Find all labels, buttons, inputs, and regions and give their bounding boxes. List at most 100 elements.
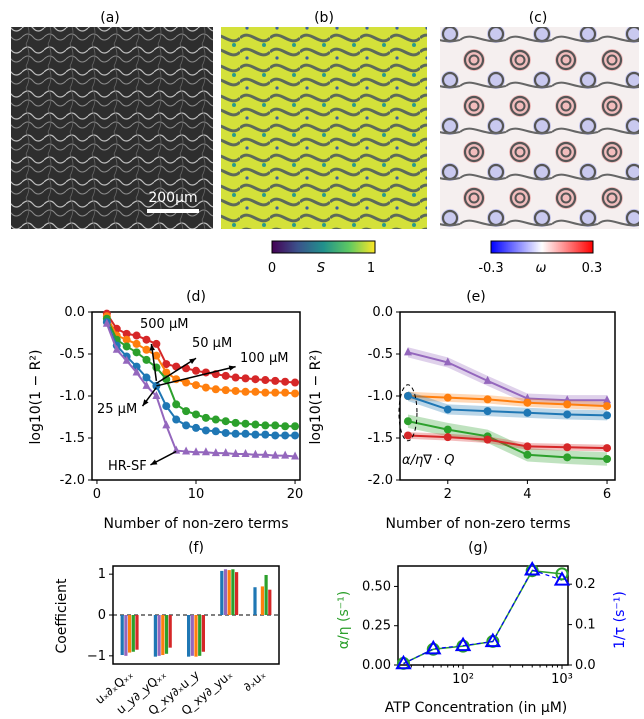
- panel-d-point-green: [211, 415, 220, 424]
- panel-d-point-red: [281, 377, 290, 386]
- panel-e-point-blue: [603, 411, 612, 420]
- panel-f-ytick-label: 0: [98, 608, 106, 623]
- panel-f-bar: [187, 615, 191, 657]
- panel-g-ytick-left-label: 0.00: [362, 658, 391, 673]
- panel-d-point-blue: [241, 429, 250, 438]
- panel-e-point-red: [443, 433, 452, 442]
- panel-g-ytick-left-label: 0.25: [362, 619, 391, 634]
- panel-e-point-purple: [403, 347, 412, 356]
- panel-d-point-green: [221, 417, 230, 426]
- panel-d-ytick-label: -0.5: [60, 347, 85, 362]
- panel-d-xtick-label: 20: [287, 487, 304, 502]
- panel-f-bar: [223, 569, 228, 615]
- panel-d-point-green: [122, 342, 131, 351]
- panel-d-point-green: [182, 407, 191, 416]
- panel-e-dashed-ellipse: [398, 384, 418, 442]
- panel-d-xlabel: Number of non-zero terms: [104, 516, 289, 532]
- panel-d-point-purple: [152, 391, 161, 399]
- panel-e-line-green: [407, 420, 608, 460]
- panel-d-point-green: [162, 375, 171, 384]
- panel-e-ytick-label: -0.5: [368, 347, 393, 362]
- panel-d-point-orange: [201, 383, 210, 392]
- panel-f-bar: [227, 570, 231, 615]
- vorticity-map: [440, 27, 639, 229]
- arrow-100uM: [156, 365, 236, 387]
- panel-d-point-purple: [291, 451, 300, 460]
- panel-e-point-red: [563, 443, 572, 452]
- arrow-100uM-head: [228, 365, 236, 371]
- panel-d-point-blue: [251, 430, 260, 439]
- panel-e-line-purple: [407, 351, 608, 402]
- panel-d-point-orange: [132, 339, 141, 348]
- panel-g-point-inv-tau: [395, 654, 412, 670]
- panel-g-ytick-right-label: 0.0: [575, 658, 596, 673]
- panel-f-bar: [120, 615, 124, 656]
- panel-d-point-blue: [211, 427, 220, 436]
- panel-f-bar: [124, 615, 128, 656]
- panel-g-label: (g): [468, 540, 488, 556]
- panel-g-xtick-label: 10²: [452, 672, 474, 687]
- panel-f-bar: [135, 615, 139, 650]
- panel-d-point-blue: [162, 402, 171, 411]
- colorbar-s-max: 1: [367, 261, 375, 276]
- annotation-50uM: 50 μM: [192, 336, 232, 351]
- panel-e-point-green: [523, 450, 532, 459]
- annotation-alpha-eta: α/η∇ · Q: [402, 453, 455, 468]
- panel-d-point-purple: [172, 445, 181, 454]
- panel-f-ytick-label: 1: [98, 567, 106, 582]
- panel-d-point-orange: [211, 385, 220, 394]
- panel-e-point-red: [603, 444, 612, 453]
- panel-g-frame: [397, 565, 569, 666]
- panel-d-point-blue: [142, 373, 151, 382]
- panel-f-label: (f): [188, 540, 204, 556]
- arrow-25uM-head: [142, 399, 149, 407]
- panel-d-ytick-label: -2.0: [60, 473, 85, 488]
- panel-d-point-red: [132, 331, 141, 340]
- panel-d-point-blue: [182, 421, 191, 430]
- panel-e-point-blue: [483, 407, 492, 416]
- panel-e-point-red: [403, 431, 412, 440]
- scale-bar-label: 200μm: [148, 190, 197, 206]
- panel-f-bar: [131, 615, 135, 652]
- panel-d-xtick-label: 10: [188, 487, 205, 502]
- panel-e-ylabel: log10(1 − R²): [308, 350, 324, 445]
- arrow-50uM: [155, 357, 197, 385]
- panel-e-point-green: [563, 453, 572, 462]
- panel-e-ytick-label: -2.0: [368, 473, 393, 488]
- panel-g-xlabel: ATP Concentration (in μM): [385, 700, 568, 716]
- panel-e-xtick-label: 2: [444, 487, 452, 502]
- panel-e-ytick-label: 0.0: [372, 305, 393, 320]
- panel-f-bar: [164, 615, 169, 654]
- panel-e-line-blue: [407, 395, 608, 417]
- panel-d-point-orange: [231, 386, 240, 395]
- panel-d-point-purple: [102, 318, 111, 327]
- panel-g-point-alpha-eta: [456, 639, 470, 653]
- panel-d-point-red: [122, 329, 131, 338]
- panel-d-point-blue: [201, 426, 210, 435]
- panel-d-point-green: [291, 422, 300, 431]
- panel-d-point-orange: [182, 378, 191, 387]
- panel-f-ylabel: Coefficient: [54, 578, 70, 654]
- colorbar-s-min: 0: [268, 261, 276, 276]
- panel-d-point-purple: [112, 344, 121, 353]
- panel-d-point-red: [251, 375, 260, 384]
- panel-d-point-blue: [281, 431, 290, 440]
- panel-d-point-green: [251, 420, 260, 429]
- panel-g-ylabel-left: α/η (s⁻¹): [336, 591, 352, 650]
- panel-d-point-purple: [182, 446, 191, 455]
- panel-d-point-orange: [251, 387, 260, 396]
- arrow-500uM-head: [149, 343, 155, 351]
- panel-d-point-purple: [122, 355, 131, 364]
- panel-d-point-green: [192, 410, 200, 419]
- panel-e-ytick-label: -1.0: [368, 389, 393, 404]
- panel-a-label: (a): [100, 10, 120, 26]
- panel-d-ytick-label: -1.0: [60, 389, 85, 404]
- panel-d-point-orange: [241, 387, 250, 396]
- panel-e-point-orange: [483, 395, 492, 404]
- panel-g-ytick-right-label: 0.2: [575, 577, 596, 592]
- panel-d-point-green: [281, 422, 290, 431]
- panel-d-point-purple: [231, 448, 240, 457]
- panel-f-ytick-label: −1: [87, 649, 106, 664]
- panel-g-point-inv-tau: [454, 636, 472, 652]
